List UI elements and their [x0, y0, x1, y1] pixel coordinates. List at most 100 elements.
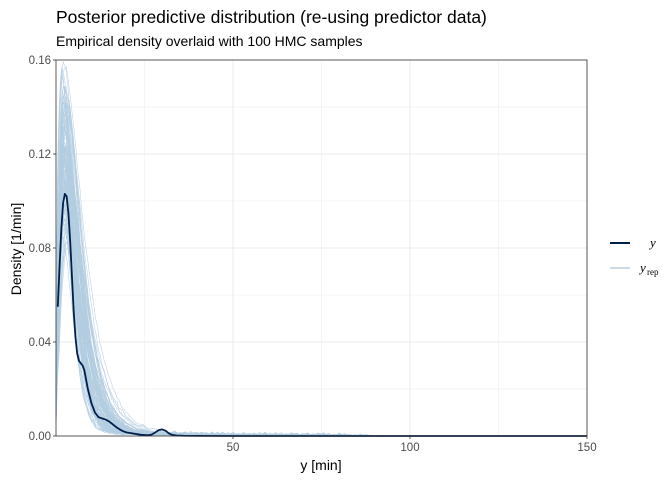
yrep-line	[55, 244, 584, 437]
yrep-line	[55, 204, 584, 437]
yrep-line	[55, 115, 584, 437]
yrep-line	[55, 109, 584, 437]
yrep-line	[55, 202, 584, 437]
yrep-line	[55, 156, 584, 437]
legend-label-yrep: y	[638, 260, 646, 275]
yrep-line	[55, 159, 584, 437]
yrep-line	[55, 149, 584, 437]
yrep-line	[55, 180, 584, 437]
yrep-line	[55, 172, 584, 437]
yrep-line	[55, 176, 584, 437]
yrep-line	[55, 182, 584, 437]
yrep-line	[55, 184, 584, 437]
yrep-line	[55, 215, 584, 437]
yrep-line	[55, 161, 584, 437]
y-tick-label: 0.00	[29, 431, 51, 443]
yrep-line	[55, 85, 584, 437]
yrep-line	[55, 75, 584, 437]
yrep-line	[55, 190, 584, 437]
yrep-line	[55, 175, 584, 437]
yrep-line	[55, 173, 584, 437]
yrep-line	[55, 150, 584, 437]
yrep-line	[55, 182, 584, 437]
yrep-line	[55, 230, 584, 437]
yrep-line	[55, 187, 584, 437]
yrep-line	[55, 155, 584, 437]
legend-item-yrep: y rep	[610, 260, 659, 277]
yrep-line	[55, 113, 584, 437]
y-tick-label: 0.16	[29, 55, 51, 67]
yrep-line	[55, 96, 584, 437]
yrep-line	[55, 225, 584, 437]
yrep-line	[55, 223, 584, 437]
yrep-line	[55, 111, 584, 437]
yrep-line	[55, 218, 584, 437]
yrep-line	[55, 66, 584, 437]
yrep-line	[55, 164, 584, 437]
yrep-line	[55, 143, 584, 437]
yrep-line	[55, 144, 584, 437]
x-tick-label: 50	[227, 442, 240, 454]
yrep-line	[55, 104, 584, 437]
yrep-line	[55, 147, 584, 437]
yrep-series	[55, 61, 584, 437]
yrep-line	[55, 105, 584, 437]
x-axis: 50 100 150	[227, 436, 597, 454]
y-axis-title: Density [1/min]	[8, 203, 24, 296]
yrep-line	[55, 147, 584, 437]
yrep-line	[55, 208, 584, 437]
y-line	[56, 193, 587, 437]
grid	[56, 59, 588, 437]
yrep-line	[55, 218, 584, 437]
yrep-line	[55, 199, 584, 437]
yrep-line	[55, 143, 584, 437]
yrep-line	[55, 95, 584, 437]
legend-label-y: y	[648, 235, 656, 250]
yrep-line	[55, 240, 584, 437]
legend-item-y: y	[610, 235, 656, 250]
yrep-line	[55, 145, 584, 437]
yrep-line	[55, 189, 584, 437]
yrep-line	[55, 125, 584, 437]
yrep-line	[55, 177, 584, 437]
yrep-line	[55, 200, 584, 437]
yrep-line	[55, 145, 584, 437]
yrep-line	[55, 165, 584, 437]
yrep-line	[55, 69, 584, 437]
yrep-line	[55, 131, 584, 437]
yrep-line	[55, 183, 584, 437]
y-series	[56, 193, 587, 437]
yrep-line	[55, 196, 584, 437]
yrep-line	[55, 179, 584, 437]
yrep-line	[55, 200, 584, 437]
yrep-line	[55, 210, 584, 437]
yrep-line	[55, 61, 584, 437]
yrep-line	[55, 146, 584, 437]
yrep-line	[55, 211, 584, 437]
chart-subtitle: Empirical density overlaid with 100 HMC …	[56, 33, 363, 49]
yrep-line	[55, 170, 584, 437]
yrep-line	[55, 241, 584, 437]
yrep-line	[55, 173, 584, 437]
yrep-line	[55, 125, 584, 437]
yrep-line	[55, 221, 584, 437]
yrep-line	[55, 102, 584, 437]
x-tick-label: 100	[400, 442, 419, 454]
yrep-line	[55, 143, 584, 437]
yrep-line	[55, 86, 584, 437]
yrep-line	[55, 148, 584, 437]
yrep-line	[55, 155, 584, 437]
yrep-line	[55, 141, 584, 437]
yrep-line	[55, 202, 584, 437]
chart-title: Posterior predictive distribution (re-us…	[56, 7, 487, 27]
yrep-line	[55, 66, 584, 437]
legend: yy rep	[610, 235, 659, 277]
yrep-line	[55, 114, 584, 437]
y-tick-label: 0.08	[29, 243, 51, 255]
yrep-line	[55, 96, 584, 437]
yrep-line	[55, 164, 584, 437]
yrep-line	[55, 98, 584, 437]
yrep-line	[55, 100, 584, 437]
yrep-line	[55, 90, 584, 437]
